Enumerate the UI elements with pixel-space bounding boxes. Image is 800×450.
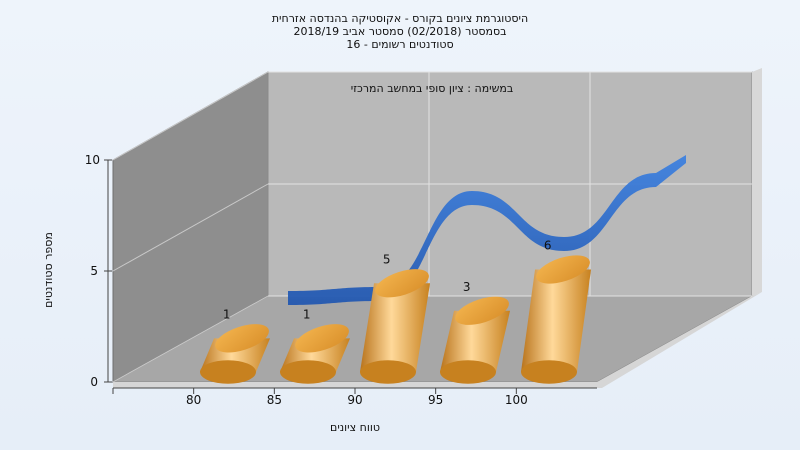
bar-base-90 — [360, 360, 416, 384]
bar-80 — [200, 324, 271, 384]
y-axis-ticks — [104, 159, 112, 383]
bar-top-85 — [295, 324, 349, 353]
bar-base-95 — [440, 360, 496, 384]
y-axis-label: מספר סטודנטים — [42, 232, 55, 308]
gridlines — [112, 71, 752, 383]
bar-90 — [360, 269, 431, 384]
bar-top-80 — [215, 324, 269, 353]
bar-value-label-100: 6 — [544, 238, 552, 252]
bar-base-100 — [521, 360, 577, 384]
bar-body-90 — [360, 283, 431, 372]
chart-title-line-3: סטודנטים רשומים - 16 — [346, 38, 453, 51]
back-wall-edge — [752, 68, 762, 296]
bar-100 — [521, 255, 592, 384]
bar-value-label-85: 1 — [303, 307, 311, 321]
gridline-side-0 — [112, 295, 269, 383]
bar-value-label-95: 3 — [463, 280, 471, 294]
bar-base-85 — [280, 360, 336, 384]
y-tick-label-5: 5 — [90, 264, 98, 278]
gridline-side-2 — [112, 71, 269, 161]
bar-95 — [440, 296, 511, 384]
x-axis-label: טווח ציונים — [330, 421, 380, 434]
x-tick-label-95: 95 — [428, 393, 443, 407]
bar-base-80 — [200, 360, 256, 384]
x-tick-label-85: 85 — [267, 393, 282, 407]
y-tick-label-0: 0 — [90, 375, 98, 389]
distribution-curve-layer — [288, 155, 686, 305]
distribution-curve — [288, 155, 686, 305]
y-tick-label-10: 10 — [85, 153, 100, 167]
bar-body-100 — [521, 269, 592, 372]
x-tick-label-80: 80 — [186, 393, 201, 407]
bar-top-95 — [455, 296, 509, 325]
chart-annotation: במשימה : ציון סופי במחשב המרכזי — [351, 82, 514, 95]
x-tick-label-100: 100 — [505, 393, 528, 407]
bar-85 — [280, 324, 351, 384]
x-tick-label-90: 90 — [347, 393, 362, 407]
x-axis-ticks: 80 85 90 95 100 — [112, 388, 528, 407]
bar-value-label-90: 5 — [383, 252, 391, 266]
chart-title-line-2: בסמסטר (02/2018) סמסטר אביב 2018/19 — [293, 25, 506, 38]
bar-value-label-80: 1 — [223, 307, 231, 321]
bar-top-90 — [375, 269, 429, 298]
gridline-side-1 — [112, 183, 269, 272]
bar-body-95 — [440, 310, 511, 372]
bars-layer: 1 1 5 3 6 — [200, 238, 592, 384]
bar-top-100 — [536, 255, 590, 284]
chart-title-line-1: היסטוגרמת ציונים בקורס - אקוסטיקה בהנדסה… — [272, 12, 528, 25]
